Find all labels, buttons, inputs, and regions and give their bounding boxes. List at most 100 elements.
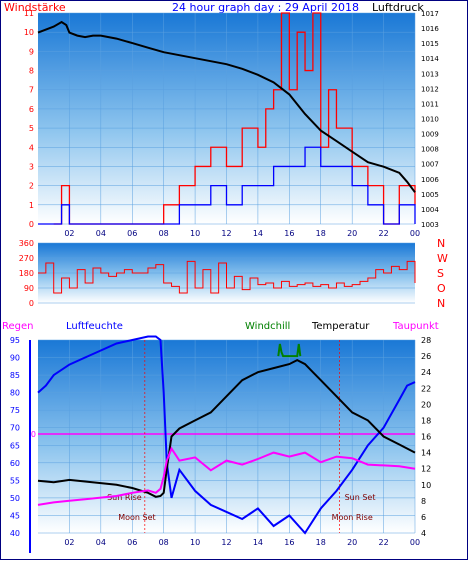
humidity-tick-label: 95 (10, 336, 20, 345)
temperature-tick-label: 20 (421, 400, 431, 409)
x-tick-label: 02 (64, 538, 74, 547)
rain-label: Regen (2, 321, 34, 332)
pressure-tick-label: 1007 (421, 161, 439, 169)
x-tick-label: 08 (159, 229, 169, 238)
wind-tick-label: 2 (29, 182, 34, 191)
humidity-tick-label: 90 (10, 354, 20, 363)
sunrise-annotation: Sun Rise (107, 493, 142, 502)
compass-label: O (437, 282, 446, 295)
rain-zero-label: 0 (31, 430, 36, 439)
wind-tick-label: 7 (29, 86, 34, 95)
x-tick-label: 00 (410, 229, 420, 238)
wind-tick-label: 9 (29, 47, 34, 56)
humidity-tick-label: 75 (10, 406, 20, 415)
direction-tick-label: 270 (19, 254, 34, 263)
humidity-tick-label: 85 (10, 371, 20, 380)
humidity-label: Luftfeuchte (66, 321, 123, 332)
temperature-tick-label: 16 (421, 433, 431, 442)
x-tick-label: 22 (378, 229, 388, 238)
temperature-tick-label: 12 (421, 465, 431, 474)
pressure-tick-label: 1005 (421, 191, 439, 199)
windchill-label: Windchill (245, 321, 291, 332)
humidity-tick-label: 60 (10, 459, 20, 468)
wind-avg-line (38, 146, 416, 225)
temperature-tick-label: 4 (421, 529, 426, 538)
x-tick-label: 06 (127, 538, 137, 547)
temperature-tick-label: 18 (421, 416, 431, 425)
pressure-tick-label: 1009 (421, 131, 439, 139)
x-tick-label: 14 (253, 538, 263, 547)
x-tick-label: 10 (190, 229, 200, 238)
pressure-tick-label: 1017 (421, 10, 439, 18)
pressure-tick-label: 1012 (421, 85, 439, 93)
wind-direction-line (38, 260, 416, 294)
wind-axis-title: Windstärke (4, 1, 66, 14)
direction-tick-label: 360 (19, 239, 34, 248)
pressure-line (37, 20, 416, 193)
x-tick-label: 18 (316, 538, 326, 547)
x-tick-label: 20 (347, 229, 357, 238)
temperature-tick-label: 10 (421, 481, 431, 490)
temperature-tick-label: 28 (421, 336, 431, 345)
x-tick-label: 14 (253, 229, 263, 238)
temperature-line (37, 358, 416, 498)
humidity-tick-label: 40 (10, 529, 20, 538)
wind-tick-label: 0 (29, 220, 34, 229)
pressure-tick-label: 1006 (421, 176, 439, 184)
dewpoint-label: Taupunkt (393, 321, 439, 332)
compass-label: S (437, 267, 444, 280)
pressure-tick-label: 1010 (421, 116, 439, 124)
wind-tick-label: 4 (29, 143, 34, 152)
wind-tick-label: 5 (29, 124, 34, 133)
pressure-tick-label: 1013 (421, 70, 439, 78)
humidity-line (37, 335, 416, 535)
x-tick-label: 18 (316, 229, 326, 238)
humidity-tick-label: 55 (10, 476, 20, 485)
x-tick-label: 16 (284, 229, 294, 238)
temperature-tick-label: 6 (421, 513, 426, 522)
wind-tick-label: 6 (29, 105, 34, 114)
pressure-tick-label: 1016 (421, 25, 439, 33)
pressure-tick-label: 1011 (421, 100, 439, 108)
wind-tick-label: 10 (24, 28, 34, 37)
x-tick-label: 02 (64, 229, 74, 238)
humidity-tick-label: 70 (10, 424, 20, 433)
direction-tick-label: 180 (19, 269, 34, 278)
humidity-tick-label: 65 (10, 441, 20, 450)
x-tick-label: 20 (347, 538, 357, 547)
humidity-tick-label: 80 (10, 389, 20, 398)
wind-tick-label: 3 (29, 162, 34, 171)
sunset-annotation: Sun Set (345, 493, 376, 502)
temperature-tick-label: 26 (421, 352, 431, 361)
temperature-tick-label: 22 (421, 384, 431, 393)
temperature-tick-label: 8 (421, 497, 426, 506)
x-tick-label: 16 (284, 538, 294, 547)
humidity-tick-label: 45 (10, 511, 20, 520)
x-tick-label: 12 (221, 229, 231, 238)
moonset-annotation: Moon Set (118, 513, 155, 522)
compass-label: N (437, 237, 445, 250)
pressure-tick-label: 1015 (421, 40, 439, 48)
pressure-axis-title: Luftdruck (372, 1, 424, 14)
wind-tick-label: 1 (29, 201, 34, 210)
temperature-label: Temperatur (312, 321, 370, 332)
x-tick-label: 10 (190, 538, 200, 547)
windchill-line (277, 343, 302, 358)
x-tick-label: 04 (96, 538, 106, 547)
x-tick-label: 08 (159, 538, 169, 547)
x-tick-label: 00 (410, 538, 420, 547)
moonrise-annotation: Moon Rise (332, 513, 373, 522)
wind-tick-label: 8 (29, 67, 34, 76)
pressure-tick-label: 1008 (421, 146, 439, 154)
compass-label: N (437, 297, 445, 310)
x-tick-label: 06 (127, 229, 137, 238)
x-tick-label: 04 (96, 229, 106, 238)
direction-tick-label: 0 (29, 299, 34, 308)
pressure-tick-label: 1004 (421, 206, 439, 214)
compass-label: W (437, 252, 448, 265)
pressure-tick-label: 1003 (421, 221, 439, 229)
x-tick-label: 22 (378, 538, 388, 547)
temperature-tick-label: 24 (421, 368, 431, 377)
